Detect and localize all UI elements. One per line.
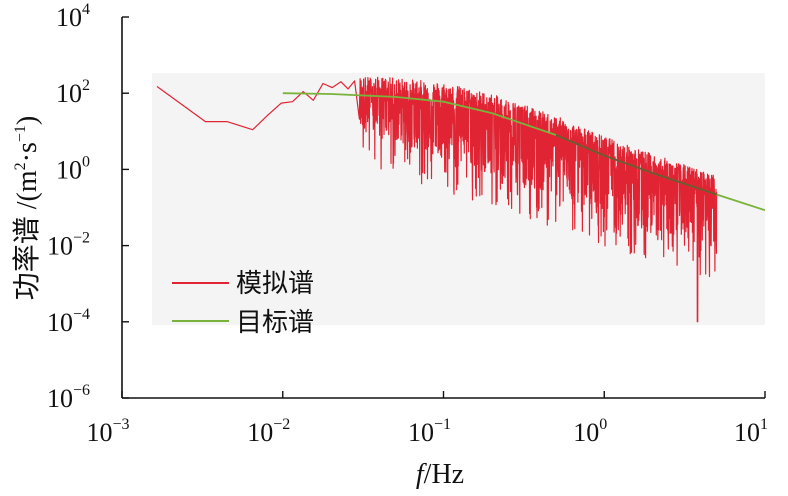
legend-label-simulated: 模拟谱: [236, 269, 314, 299]
x-tick-label: 101: [734, 416, 768, 447]
x-tick-label: 10−3: [86, 416, 129, 447]
y-tick-label: 10−6: [47, 382, 90, 413]
y-axis-title: 功率谱 /(m2·s−1): [11, 116, 43, 300]
legend: 模拟谱 目标谱: [172, 269, 314, 338]
legend-label-target: 目标谱: [236, 308, 314, 338]
x-tick-label: 100: [573, 416, 607, 447]
y-tick-label: 102: [56, 77, 90, 108]
series-layer: [156, 76, 766, 323]
x-tick-label: 10−1: [408, 416, 451, 447]
x-axis-title: f/Hz: [416, 459, 464, 490]
y-tick-label: 104: [56, 1, 90, 32]
y-tick-label: 10−2: [47, 230, 90, 261]
tick-layer: 10−3 10−2 10−1 100 101 104 102 100 10−2 10−4 10−6: [47, 1, 768, 447]
y-tick-label: 100: [56, 153, 90, 184]
x-tick-label: 10−2: [247, 416, 290, 447]
series-overlap-line: [555, 134, 717, 196]
series-simulated-line: [156, 76, 718, 323]
y-tick-label: 10−4: [47, 306, 90, 337]
